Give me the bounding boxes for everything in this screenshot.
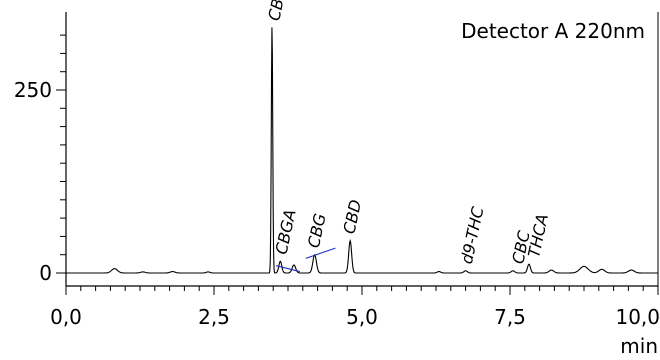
peak-label: CBGA bbox=[272, 208, 300, 256]
legend-detector: Detector A 220nm bbox=[461, 19, 645, 43]
y-axis: 0 250 bbox=[14, 34, 66, 285]
x-axis-unit-label: min bbox=[620, 334, 658, 358]
x-tick-label: 0,0 bbox=[50, 305, 82, 329]
x-tick-label: 7,5 bbox=[494, 305, 526, 329]
peak-label: CBG bbox=[304, 212, 330, 250]
x-tick-label: 2,5 bbox=[198, 305, 230, 329]
peak-label: CBD bbox=[339, 198, 365, 236]
integration-baseline bbox=[276, 265, 300, 273]
integration-baseline bbox=[305, 247, 336, 259]
plot-frame bbox=[65, 12, 659, 287]
chromatogram-trace bbox=[66, 27, 658, 274]
peak-label: THCA bbox=[524, 212, 552, 259]
x-tick-label: 10,0 bbox=[615, 305, 660, 329]
peak-label: d9-THC bbox=[457, 204, 488, 265]
chromatogram-traces bbox=[66, 27, 658, 274]
y-tick-label: 250 bbox=[14, 78, 52, 102]
x-axis: 0,0 2,5 5,0 7,5 10,0 bbox=[50, 286, 660, 329]
y-tick-label: 0 bbox=[39, 261, 52, 285]
peak-label: CBDA bbox=[264, 0, 292, 22]
x-tick-label: 5,0 bbox=[346, 305, 378, 329]
